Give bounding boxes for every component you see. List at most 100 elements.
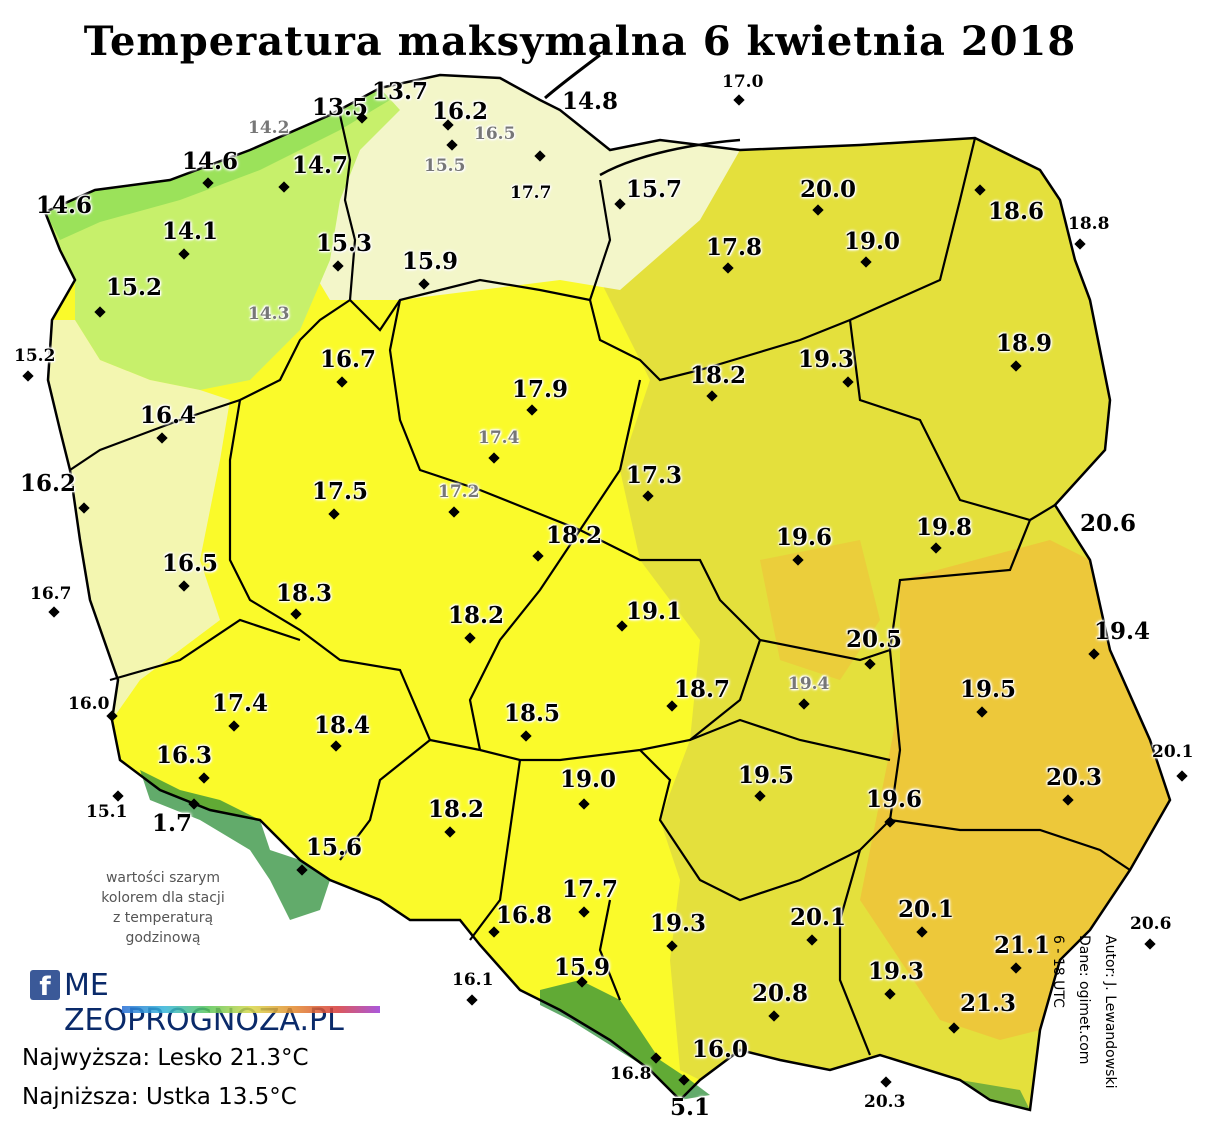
station-value: 17.0 (722, 72, 764, 92)
station-value: 16.8 (610, 1064, 652, 1084)
station-value: 20.8 (752, 980, 809, 1007)
station-value: 19.4 (788, 674, 830, 694)
station-value: 18.8 (1068, 214, 1110, 234)
station-value: 17.7 (510, 183, 552, 203)
station-value: 16.7 (30, 584, 72, 604)
station-value: 21.3 (960, 990, 1017, 1017)
station-value: 17.2 (438, 482, 480, 502)
station-value: 18.7 (674, 676, 731, 703)
station-value: 19.3 (798, 346, 855, 373)
station-value: 15.1 (86, 802, 128, 822)
station-value: 18.2 (448, 602, 505, 629)
station-value: 20.1 (1152, 742, 1194, 762)
station-value: 16.2 (20, 470, 77, 497)
credit-source: Dane: ogimet.com (1076, 935, 1092, 1065)
hourly-note: wartości szarym kolorem dla stacji z tem… (88, 868, 238, 948)
station-value: 17.9 (512, 376, 569, 403)
note-line: godzinową (125, 930, 201, 946)
note-line: z temperaturą (112, 910, 214, 926)
station-value: 14.8 (562, 88, 619, 115)
voivodeship-borders (69, 114, 1131, 1056)
logo-color-bar (122, 1006, 380, 1013)
station-value: 14.7 (292, 152, 349, 179)
station-value: 20.3 (1046, 764, 1103, 791)
station-value: 17.8 (706, 234, 763, 261)
station-value: 15.6 (306, 834, 363, 861)
station-value: 16.7 (320, 346, 377, 373)
station-value: 18.6 (988, 198, 1045, 225)
station-value: 20.1 (790, 904, 847, 931)
station-value: 1.7 (152, 810, 193, 837)
station-value: 19.6 (866, 786, 923, 813)
station-value: 18.2 (428, 796, 485, 823)
station-value: 15.5 (424, 156, 466, 176)
station-value: 16.5 (474, 124, 516, 144)
station-value: 19.1 (626, 598, 683, 625)
station-value: 16.2 (432, 98, 489, 125)
bieszczady-strip (960, 1080, 1030, 1110)
station-value: 15.2 (14, 346, 56, 366)
station-value: 20.6 (1130, 914, 1172, 934)
note-line: wartości szarym (105, 870, 221, 886)
station-value: 17.3 (626, 462, 683, 489)
credit-author: Autor: J. Lewandowski (1102, 935, 1118, 1089)
tatra-mountains (540, 980, 710, 1100)
map-title: Temperatura maksymalna 6 kwietnia 2018 (83, 18, 1077, 65)
station-value: 18.2 (690, 362, 747, 389)
logo-text: ME ZEOPROGNOZA.PL (64, 968, 344, 1038)
country-border (43, 73, 1172, 1112)
station-value: 20.3 (864, 1092, 906, 1112)
station-value: 19.0 (844, 228, 901, 255)
meteoprognoza-logo[interactable]: f ME ZEOPROGNOZA.PL (30, 968, 390, 1038)
station-value: 19.3 (650, 910, 707, 937)
station-value: 15.7 (626, 176, 683, 203)
station-value: 15.3 (316, 230, 373, 257)
station-value: 13.7 (372, 78, 429, 105)
station-value: 16.4 (140, 402, 197, 429)
station-value: 18.9 (996, 330, 1053, 357)
note-line: kolorem dla stacji (101, 890, 225, 906)
summary-min: Najniższa: Ustka 13.5°C (22, 1084, 297, 1110)
station-value: 18.2 (546, 522, 603, 549)
station-value: 20.1 (898, 896, 955, 923)
station-value: 20.6 (1080, 510, 1137, 537)
station-value: 16.1 (452, 970, 494, 990)
station-value: 15.9 (402, 248, 459, 275)
station-value: 17.4 (212, 690, 269, 717)
station-value: 14.2 (248, 118, 290, 138)
station-value: 16.5 (162, 550, 219, 577)
station-value: 19.4 (1094, 618, 1151, 645)
station-value: 16.0 (692, 1036, 749, 1063)
station-value: 19.3 (868, 958, 925, 985)
station-value: 17.7 (562, 876, 619, 903)
station-value: 14.1 (162, 218, 219, 245)
station-value: 17.5 (312, 478, 369, 505)
station-value: 5.1 (670, 1094, 711, 1121)
station-value: 20.5 (846, 626, 903, 653)
station-value: 19.5 (738, 762, 795, 789)
hel-peninsula (544, 53, 601, 100)
station-value: 20.0 (800, 176, 857, 203)
station-value: 21.1 (994, 932, 1051, 959)
west-pale-zone (48, 320, 230, 720)
northwest-cool-zone (45, 88, 400, 390)
station-value: 19.0 (560, 766, 617, 793)
station-value: 19.6 (776, 524, 833, 551)
station-value: 14.6 (182, 148, 239, 175)
coast-cold-strip (45, 88, 390, 240)
facebook-icon[interactable]: f (30, 970, 60, 1002)
station-value: 16.0 (68, 694, 110, 714)
station-value: 18.3 (276, 580, 333, 607)
station-value: 16.3 (156, 742, 213, 769)
station-value: 14.6 (36, 192, 93, 219)
station-value: 14.3 (248, 304, 290, 324)
southeast-hot-zone (860, 540, 1170, 1040)
credits: Autor: J. Lewandowski Dane: ogimet.com 6… (1050, 935, 1130, 1125)
sudety-mountains (140, 770, 330, 920)
station-value: 18.5 (504, 700, 561, 727)
station-value: 19.8 (916, 514, 973, 541)
station-value: 15.2 (106, 274, 163, 301)
station-value: 18.4 (314, 712, 371, 739)
credit-hours: 6 - 18 UTC (1050, 935, 1066, 1008)
